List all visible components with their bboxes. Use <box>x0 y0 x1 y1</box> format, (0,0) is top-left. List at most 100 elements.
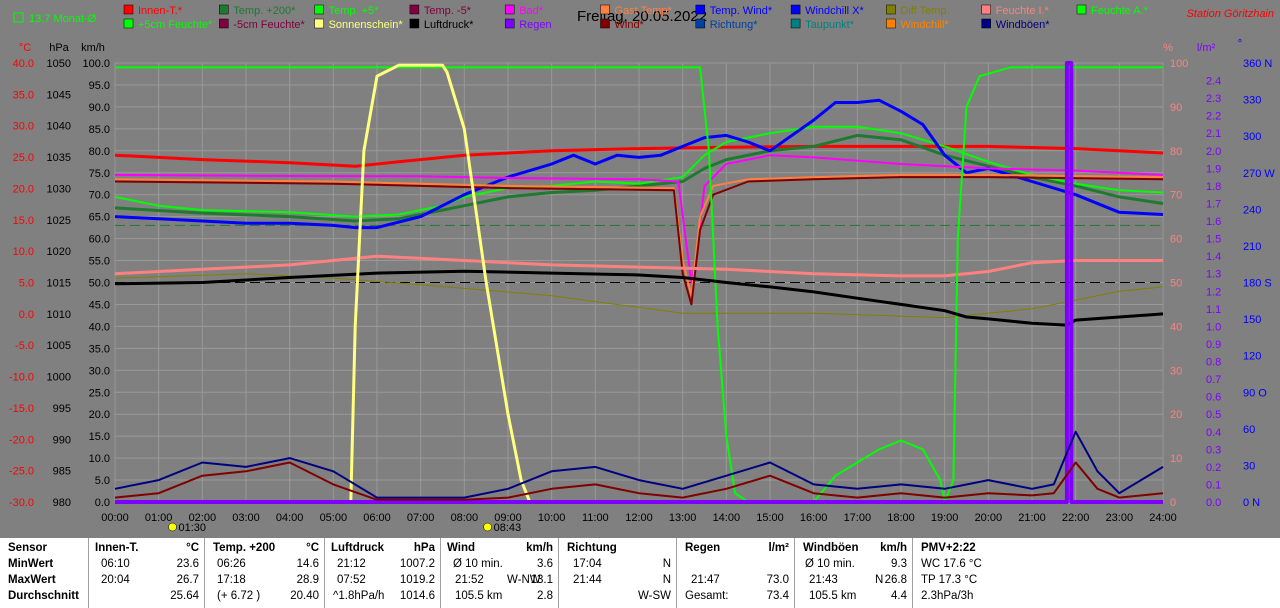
stats-col-sensor: Sensor MinWert MaxWert Durchschnitt <box>0 538 88 608</box>
legend-label: Taupunkt* <box>805 19 855 31</box>
tick-label-rain: 0.5 <box>1206 409 1221 421</box>
stats-max-time: 21:43 <box>809 574 838 586</box>
legend-swatch <box>504 18 515 29</box>
series-line-6 <box>114 176 1164 306</box>
tick-label-rain: 0.7 <box>1206 374 1221 386</box>
series-line-5 <box>114 173 1164 297</box>
tick-label-hpa: 980 <box>53 497 71 509</box>
tick-label-rain: 0.8 <box>1206 357 1221 369</box>
legend-item: Richtung* <box>695 18 758 31</box>
stats-table: Sensor MinWert MaxWert Durchschnitt Inne… <box>0 538 1280 608</box>
stats-col-wind: Wind km/h Ø 10 min. 3.6 21:52 W-NW 13.1 … <box>440 538 559 608</box>
tick-label-temp: 10.0 <box>13 246 34 258</box>
stats-pmv-tp: TP 17.3 °C <box>921 574 978 586</box>
monthavg-box-icon <box>13 12 24 23</box>
tick-label-temp: -30.0 <box>9 497 34 509</box>
stats-header: Wind <box>447 542 475 554</box>
tick-label-rain: 0.1 <box>1206 479 1221 491</box>
tick-label-time: 08:00 <box>451 512 479 524</box>
stats-header: Temp. +200 <box>213 542 276 554</box>
stats-max-value: N <box>662 574 671 586</box>
legend-item: Windchill X* <box>790 4 865 17</box>
stats-avg-value: 4.4 <box>891 590 907 602</box>
tick-label-temp: -15.0 <box>9 403 34 415</box>
unit-label-percent: % <box>1163 42 1173 54</box>
tick-label-rain: 1.6 <box>1206 216 1221 228</box>
legend-swatch <box>219 18 229 29</box>
sun-markers: 01:30 08:43 <box>168 522 522 534</box>
legend-item: Feuchte I.* <box>981 4 1050 17</box>
tick-label-percent: 0 <box>1170 497 1176 509</box>
tick-label-kmh: 30.0 <box>89 365 110 377</box>
tick-label-kmh: 65.0 <box>89 212 110 224</box>
stats-header: Innen-T. <box>95 542 139 554</box>
legend-label: Temp. Wind* <box>710 5 773 17</box>
tick-label-temp: 35.0 <box>13 89 34 101</box>
tick-label-direction: 60 <box>1243 424 1255 436</box>
tick-label-rain: 0.4 <box>1206 427 1221 439</box>
series-line-14 <box>114 461 1164 501</box>
tick-label-time: 04:00 <box>276 512 304 524</box>
axis-ticks: 40.0 35.0 30.0 25.0 20.0 15.0 10.0 5.0 0.0 -5.0 -1… <box>9 58 1275 524</box>
series-line-3 <box>114 98 1164 230</box>
sunset-label: 08:43 <box>494 522 522 534</box>
legend-label: -5cm Feuchte* <box>233 19 305 31</box>
tick-label-rain: 0.9 <box>1206 339 1221 351</box>
legend-swatch <box>1076 4 1087 15</box>
tick-label-kmh: 60.0 <box>89 234 110 246</box>
legend-label: Windchill X* <box>805 5 864 17</box>
tick-label-time: 13:00 <box>669 512 697 524</box>
stats-avg-value: 2.8 <box>537 590 553 602</box>
tick-label-hpa: 1020 <box>47 246 71 258</box>
stats-min-value: 23.6 <box>176 558 199 570</box>
tick-label-direction: 180 S <box>1243 278 1272 290</box>
stats-min-time: 21:12 <box>337 558 366 570</box>
legend: Innen-T.* Temp. +200* Temp. +5* Temp. -5* Ba… <box>123 4 1149 31</box>
series-layer <box>114 61 1164 504</box>
tick-label-kmh: 90.0 <box>89 102 110 114</box>
tick-label-direction: 30 <box>1243 460 1255 472</box>
tick-label-direction: 240 <box>1243 204 1261 216</box>
legend-item: Temp. +5* <box>314 4 379 17</box>
stats-min-value: N <box>662 558 671 570</box>
tick-label-kmh: 40.0 <box>89 321 110 333</box>
legend-label: Sonnenschein* <box>329 19 404 31</box>
stats-max-time: 07:52 <box>337 574 366 586</box>
legend-label: Feuchte I.* <box>996 5 1050 17</box>
legend-item: Wind* <box>600 18 645 31</box>
tick-label-temp: 25.0 <box>13 152 34 164</box>
tick-label-percent: 30 <box>1170 365 1182 377</box>
stats-min-value: 9.3 <box>891 558 907 570</box>
legend-label: Richtung* <box>710 19 758 31</box>
stats-col-richtung: Richtung 17:04 N 21:44 N W-SW <box>558 538 677 608</box>
tick-label-direction: 360 N <box>1243 58 1272 70</box>
tick-label-temp: 5.0 <box>19 278 34 290</box>
stats-max-time: 20:04 <box>101 574 130 586</box>
sunrise-label: 01:30 <box>179 522 207 534</box>
tick-label-hpa: 985 <box>53 466 71 478</box>
stats-unit: l/m² <box>768 542 789 554</box>
unit-label-degree: ° <box>1238 38 1242 50</box>
tick-label-percent: 40 <box>1170 321 1182 333</box>
tick-label-rain: 2.1 <box>1206 128 1221 140</box>
stats-max-value: 26.7 <box>176 574 199 586</box>
tick-label-time: 20:00 <box>975 512 1003 524</box>
stats-min-time: Ø 10 min. <box>453 558 503 570</box>
tick-label-kmh: 5.0 <box>95 475 110 487</box>
legend-label: +5cm Feuchte* <box>138 19 213 31</box>
stats-unit: hPa <box>413 542 435 554</box>
tick-label-rain: 0.2 <box>1206 462 1221 474</box>
tick-label-temp: 20.0 <box>13 183 34 195</box>
stats-min-value: 1007.2 <box>399 558 435 570</box>
tick-label-percent: 60 <box>1170 234 1182 246</box>
series-line-10 <box>114 269 1164 327</box>
tick-label-kmh: 10.0 <box>89 453 110 465</box>
tick-label-time: 01:00 <box>145 512 173 524</box>
tick-label-kmh: 55.0 <box>89 256 110 268</box>
tick-label-kmh: 80.0 <box>89 146 110 158</box>
series-line-13 <box>115 61 1163 504</box>
tick-label-hpa: 990 <box>53 434 71 446</box>
tick-label-rain: 2.4 <box>1206 76 1221 88</box>
tick-label-time: 03:00 <box>232 512 260 524</box>
tick-label-kmh: 50.0 <box>89 278 110 290</box>
